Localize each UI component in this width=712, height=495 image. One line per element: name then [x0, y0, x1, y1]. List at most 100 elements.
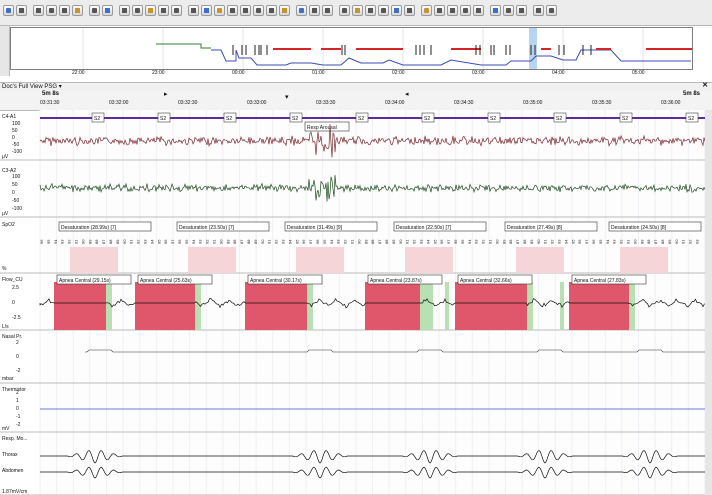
stop-icon-button[interactable] — [421, 5, 432, 16]
volume-icon-button[interactable] — [546, 5, 557, 16]
pause-icon-button[interactable] — [503, 5, 514, 16]
event-icon-button[interactable] — [240, 5, 251, 16]
spo2-value: 88 — [246, 239, 251, 244]
spo2-value: 87 — [515, 239, 520, 244]
event-icon — [191, 8, 196, 13]
spo2-value: 93 — [143, 239, 148, 244]
abdomen-label: Abdomen — [2, 468, 24, 474]
stage-box: S2 — [355, 112, 369, 123]
apnea-label: Apnea Central (32.66s) — [460, 278, 512, 284]
spo2-value: 92 — [136, 239, 141, 244]
spo2-value: 93 — [60, 239, 65, 244]
event-icon-button[interactable] — [188, 5, 199, 16]
spo2-value: 90 — [80, 239, 85, 244]
stage-label: S2 — [358, 116, 364, 122]
close-icon[interactable]: ✕ — [702, 82, 708, 89]
event-icon-button[interactable] — [214, 5, 225, 16]
spo2-value: 96 — [177, 239, 182, 244]
hypnogram-time-label: 00:00 — [232, 70, 245, 76]
channel-unit-flow: L/s — [2, 324, 9, 330]
skip-start-icon-button[interactable] — [434, 5, 445, 16]
layout-icon-button[interactable] — [365, 5, 376, 16]
marker-icon-button[interactable] — [132, 5, 143, 16]
search-icon-button[interactable] — [296, 5, 307, 16]
redo-icon-button[interactable] — [72, 5, 83, 16]
filter-icon-button[interactable] — [158, 5, 169, 16]
time-ruler: 5m 8s 5m 8s ▸ ▾ ◂ 03:31:30 03:32:00 03:32:… — [0, 90, 712, 111]
spo2-value: 95 — [570, 239, 575, 244]
axis-tick-c4: 0 — [12, 135, 15, 141]
layout-icon-button[interactable] — [391, 5, 402, 16]
grid-icon-button[interactable] — [171, 5, 182, 16]
desaturation-event: Desaturation (22.50s) [7] — [393, 221, 487, 232]
ruler-marker-left-arrow-icon[interactable]: ◂ — [405, 91, 409, 98]
save-icon — [36, 8, 41, 13]
spo2-value: 94 — [53, 239, 58, 244]
stage-box: S2 — [553, 112, 567, 123]
spo2-value: 95 — [184, 239, 189, 244]
play-icon-button[interactable] — [460, 5, 471, 16]
fast-forward-icon — [476, 8, 481, 13]
search-icon — [299, 8, 304, 13]
copy-icon-button[interactable] — [46, 5, 57, 16]
spo2-value: 91 — [267, 239, 272, 244]
open-folder-icon-button[interactable] — [16, 5, 27, 16]
play-icon — [463, 8, 468, 13]
skip-end-icon-button[interactable] — [490, 5, 501, 16]
event-icon-button[interactable] — [201, 5, 212, 16]
spo2-value: 87 — [653, 239, 658, 244]
skip-end-icon — [493, 8, 498, 13]
spo2-value: 90 — [398, 239, 403, 244]
step-back-icon — [450, 8, 455, 13]
headphone-icon-button[interactable] — [533, 5, 544, 16]
axis-tick-c3: -50 — [12, 198, 19, 204]
montage-icon-button[interactable] — [119, 5, 130, 16]
channel-name-thermistor: Thermistor — [2, 387, 26, 393]
channel-name-resp: Resp. Mo... — [2, 436, 28, 442]
print-icon-button[interactable] — [89, 5, 100, 16]
layout-icon — [342, 8, 347, 13]
spo2-value: 92 — [274, 239, 279, 244]
layout-icon-button[interactable] — [339, 5, 350, 16]
fast-forward-icon-button[interactable] — [473, 5, 484, 16]
new-file-icon-button[interactable] — [3, 5, 14, 16]
layout-icon — [381, 8, 386, 13]
hypnogram-overview[interactable] — [10, 27, 693, 70]
desaturation-region — [620, 247, 668, 273]
ruler-time-label: 03:33:30 — [316, 100, 336, 106]
layout-icon-button[interactable] — [378, 5, 389, 16]
save-icon-button[interactable] — [33, 5, 44, 16]
event-icon-button[interactable] — [279, 5, 290, 16]
diamond-icon-button[interactable] — [145, 5, 156, 16]
ruler-marker-down-arrow-icon[interactable]: ▾ — [285, 94, 289, 101]
stop-icon — [424, 8, 429, 13]
event-icon-button[interactable] — [253, 5, 264, 16]
spo2-value: 88 — [232, 239, 237, 244]
properties-icon-button[interactable] — [102, 5, 113, 16]
layout-icon-button[interactable] — [404, 5, 415, 16]
ruler-marker-right-arrow-icon[interactable]: ▸ — [164, 91, 168, 98]
event-icon-button[interactable] — [227, 5, 238, 16]
spo2-value: 89 — [529, 239, 534, 244]
stage-box: S2 — [157, 112, 171, 123]
event-icon-button[interactable] — [266, 5, 277, 16]
recovery-region — [445, 282, 449, 330]
view-title-dropdown[interactable]: Doc's Full View PSG ▾ — [2, 84, 62, 90]
spo2-value: 93 — [198, 239, 203, 244]
spo2-value: 94 — [329, 239, 334, 244]
step-back-icon-button[interactable] — [447, 5, 458, 16]
undo-icon-button[interactable] — [59, 5, 70, 16]
spo2-value: 90 — [632, 239, 637, 244]
vertical-scrollbar[interactable] — [705, 110, 712, 495]
apnea-region — [569, 282, 629, 330]
measure-icon-button[interactable] — [309, 5, 320, 16]
crosshair-icon-button[interactable] — [322, 5, 333, 16]
layout-icon-button[interactable] — [352, 5, 363, 16]
ruler-time-label: 03:32:00 — [109, 100, 129, 106]
desaturation-event: Desaturation (28.99s) [7] — [58, 221, 152, 232]
spo2-value: 87 — [101, 239, 106, 244]
recovery-region — [307, 282, 313, 330]
record-icon-button[interactable] — [516, 5, 527, 16]
apnea-region — [455, 282, 527, 330]
